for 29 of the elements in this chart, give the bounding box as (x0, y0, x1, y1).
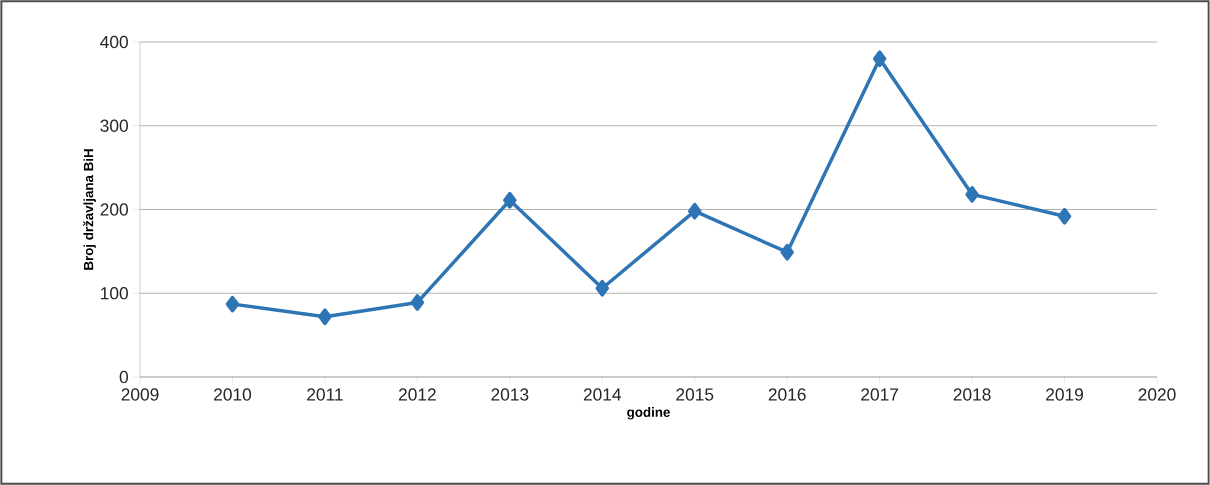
x-axis-title: godine (627, 407, 670, 420)
x-tick-label: 2015 (676, 388, 714, 401)
point (225, 295, 240, 313)
point (503, 191, 517, 209)
x-tick-label: 2017 (861, 388, 899, 401)
point (687, 202, 702, 220)
y-tick-label: 300 (100, 119, 128, 132)
x-tick-label: 2016 (768, 388, 806, 401)
x-tick-label: 2009 (121, 388, 159, 401)
y-tick-label: 200 (100, 203, 128, 216)
point (965, 186, 979, 203)
point (872, 50, 887, 68)
x-tick-label: 2011 (307, 388, 343, 401)
x-tick-label: 2018 (953, 388, 991, 401)
point (780, 243, 794, 261)
x-tick-label: 2019 (1046, 388, 1083, 401)
x-tick-label: 2020 (1138, 388, 1176, 401)
y-tick-label: 100 (101, 287, 128, 300)
y-tick-label: 400 (100, 35, 128, 49)
point (1057, 207, 1072, 225)
x-tick-label: 2013 (491, 388, 529, 401)
x-tick-label: 2012 (398, 388, 436, 401)
point (595, 279, 610, 297)
point (318, 308, 332, 326)
x-tick-label: 2010 (214, 388, 252, 401)
point (410, 294, 425, 311)
y-axis-title: Broj državljana BiH (83, 149, 96, 270)
x-tick-label: 2014 (583, 388, 622, 401)
y-tick-label: 0 (119, 370, 128, 384)
